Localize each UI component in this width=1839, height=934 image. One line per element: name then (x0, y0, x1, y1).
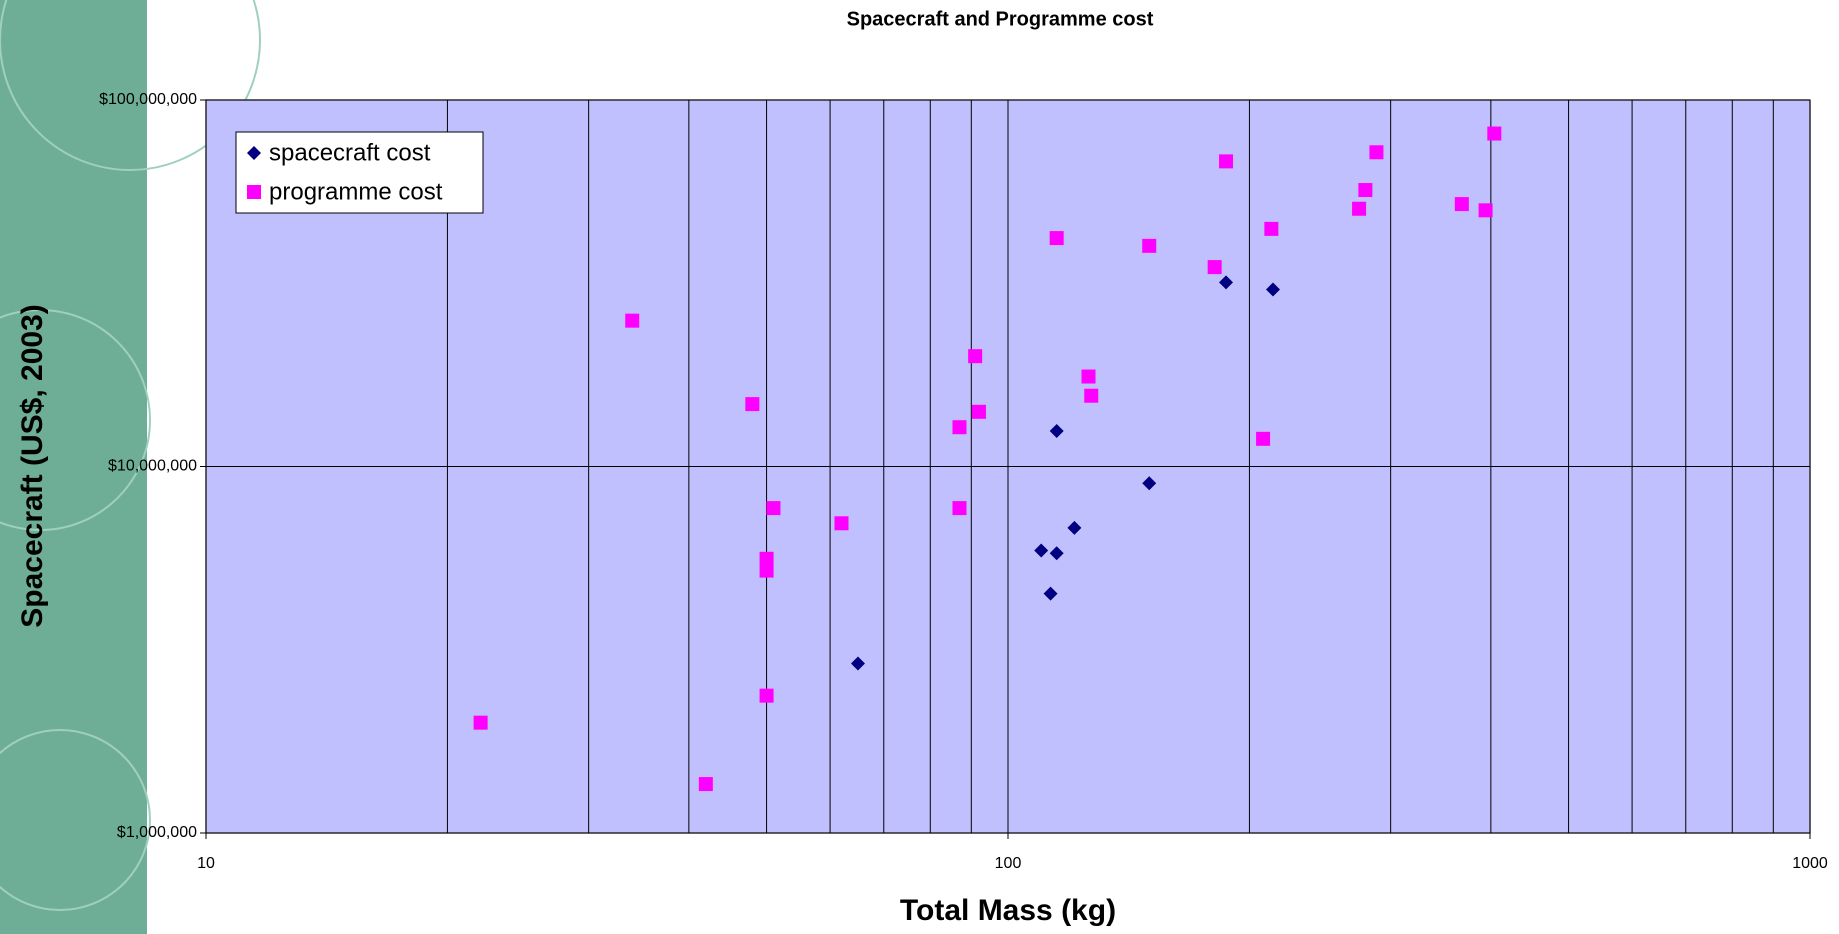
data-point (745, 397, 759, 411)
data-point (1208, 260, 1222, 274)
page: {"chart_data":{"type":"scatter","title":… (0, 0, 1839, 934)
data-point (1050, 231, 1064, 245)
y-tick-label: $100,000,000 (99, 91, 197, 108)
legend-marker (247, 185, 261, 199)
data-point (1358, 183, 1372, 197)
data-point (760, 689, 774, 703)
data-point (699, 777, 713, 791)
data-point (1455, 197, 1469, 211)
data-point (952, 420, 966, 434)
data-point (474, 716, 488, 730)
data-point (1084, 389, 1098, 403)
data-point (1369, 145, 1383, 159)
legend-label: programme cost (269, 178, 443, 205)
data-point (1487, 127, 1501, 141)
data-point (968, 349, 982, 363)
y-tick-label: $1,000,000 (117, 824, 197, 841)
data-point (972, 405, 986, 419)
data-point (952, 501, 966, 515)
chart-title: Spacecraft and Programme cost (847, 8, 1154, 30)
data-point (1352, 202, 1366, 216)
data-point (1142, 239, 1156, 253)
x-tick-label: 10 (197, 855, 215, 872)
legend-label: spacecraft cost (269, 139, 431, 166)
data-point (1219, 154, 1233, 168)
chart: Spacecraft and Programme cost Total Mass… (0, 0, 1839, 934)
data-point (1479, 203, 1493, 217)
x-tick-label: 1000 (1792, 855, 1828, 872)
data-point (1256, 432, 1270, 446)
data-point (834, 516, 848, 530)
data-point (766, 501, 780, 515)
data-point (625, 314, 639, 328)
y-axis-title: Spacecraft (US$, 2003) (16, 304, 49, 628)
x-axis-title: Total Mass (kg) (900, 894, 1116, 927)
data-point (760, 564, 774, 578)
x-tick-label: 100 (995, 855, 1022, 872)
y-tick-label: $10,000,000 (108, 458, 197, 475)
data-point (1081, 370, 1095, 384)
data-point (1264, 222, 1278, 236)
